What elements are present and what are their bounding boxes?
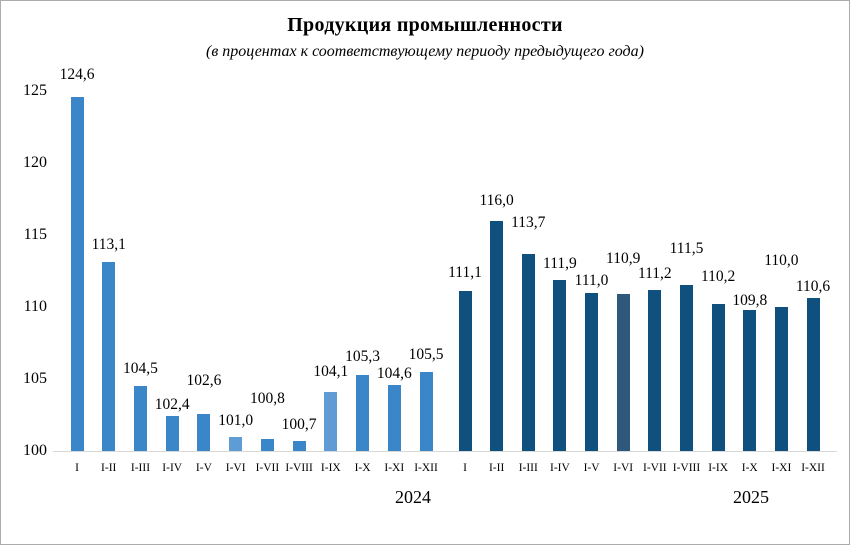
bar-value-label: 110,6 — [795, 278, 831, 296]
bar-2025-I-III — [521, 253, 535, 451]
x-tick-label: I-IX — [320, 462, 341, 474]
x-tick-label: I-XI — [771, 462, 792, 474]
bar-value-label: 110,2 — [700, 268, 736, 286]
bar-2025-I-VI — [616, 294, 630, 451]
bar-value-label: 104,6 — [376, 364, 412, 382]
x-tick-label: I — [75, 462, 79, 474]
bar-value-label: 105,5 — [408, 345, 444, 363]
bar-2024-I-V — [197, 413, 211, 451]
bar-2025-I — [458, 291, 472, 451]
chart-subtitle: (в процентах к соответствующему периоду … — [206, 43, 644, 60]
bar-value-label: 124,6 — [59, 65, 95, 83]
year-label-2025: 2025 — [733, 487, 769, 507]
bar-2024-I-III — [133, 386, 147, 451]
bar-2025-I-IV — [553, 279, 567, 451]
bar-2024-I-II — [102, 262, 116, 451]
bar-value-label: 109,8 — [732, 291, 768, 309]
x-tick-label: I-XI — [384, 462, 405, 474]
x-tick-label: I-X — [354, 462, 371, 474]
bar-2025-I-X — [743, 309, 757, 451]
y-tick-label: 120 — [23, 154, 47, 171]
x-axis-line — [53, 451, 837, 452]
year-label-2024: 2024 — [395, 487, 431, 507]
x-tick-label: I-VII — [255, 462, 280, 474]
x-tick-label: I-III — [130, 462, 151, 474]
chart-title: Продукция промышленности — [287, 14, 563, 36]
x-tick-label: I — [463, 462, 467, 474]
bar-2025-I-IX — [711, 304, 725, 451]
bar-value-label: 111,0 — [574, 271, 609, 289]
bar-2024-I-VII — [260, 439, 274, 451]
x-tick-label: I-II — [101, 462, 117, 474]
bar-value-label: 110,9 — [606, 250, 641, 268]
y-tick-label: 115 — [23, 226, 47, 243]
x-tick-label: I-V — [195, 462, 212, 474]
bar-2025-I-V — [585, 292, 599, 451]
bar-value-label: 111,5 — [669, 240, 704, 258]
x-tick-label: I-IV — [550, 462, 570, 474]
bar-2024-I-VIII — [292, 440, 306, 451]
x-tick-label: I-X — [741, 462, 758, 474]
x-tick-label: I-VI — [613, 462, 634, 474]
x-tick-label: I-XII — [801, 462, 825, 474]
bar-value-label: 100,7 — [281, 415, 317, 433]
x-tick-label: I-III — [518, 462, 538, 474]
x-tick-label: I-IX — [708, 462, 729, 474]
bar-value-label: 113,7 — [511, 213, 546, 231]
bar-2024-I-XII — [419, 371, 433, 451]
bar-2024-I-VI — [229, 436, 243, 451]
x-tick-label: I-VIII — [672, 462, 701, 474]
bar-value-label: 101,0 — [218, 411, 254, 429]
bar-value-label: 100,8 — [249, 390, 285, 408]
bar-2024-I-XI — [387, 384, 401, 451]
bar-2024-I-IV — [165, 416, 179, 451]
x-tick-label: I-IV — [162, 462, 183, 474]
bar-value-label: 111,2 — [637, 264, 672, 282]
bar-2025-I-VII — [648, 289, 662, 451]
bar-value-label: 102,6 — [186, 371, 222, 389]
x-tick-label: I-VII — [643, 462, 667, 474]
x-tick-label: I-XII — [414, 462, 438, 474]
x-tick-label: I-V — [583, 462, 600, 474]
bar-value-label: 102,4 — [154, 396, 190, 414]
y-tick-label: 100 — [23, 442, 47, 459]
bar-value-label: 105,3 — [345, 347, 380, 365]
bar-value-label: 113,1 — [91, 236, 126, 254]
bar-2025-I-XI — [774, 307, 788, 451]
bar-2025-I-XII — [806, 298, 820, 451]
bar-2025-I-VIII — [679, 285, 693, 451]
bar-2024-I-IX — [324, 391, 338, 451]
x-tick-label: I-VI — [225, 462, 246, 474]
bar-value-label: 104,5 — [123, 360, 158, 378]
y-tick-label: 105 — [23, 370, 47, 387]
x-tick-label: I-VIII — [285, 462, 313, 474]
bar-value-label: 110,0 — [764, 252, 799, 269]
y-tick-label: 110 — [23, 298, 47, 315]
bar-2024-I — [70, 96, 84, 451]
bar-value-label: 111,1 — [448, 264, 482, 282]
bar-value-label: 104,1 — [313, 362, 349, 380]
y-tick-label: 125 — [23, 82, 47, 99]
bar-value-label: 111,9 — [543, 254, 577, 272]
bar-2025-I-II — [490, 220, 504, 451]
bar-value-label: 116,0 — [479, 191, 514, 209]
bar-2024-I-X — [356, 374, 370, 451]
x-tick-label: I-II — [488, 462, 505, 474]
